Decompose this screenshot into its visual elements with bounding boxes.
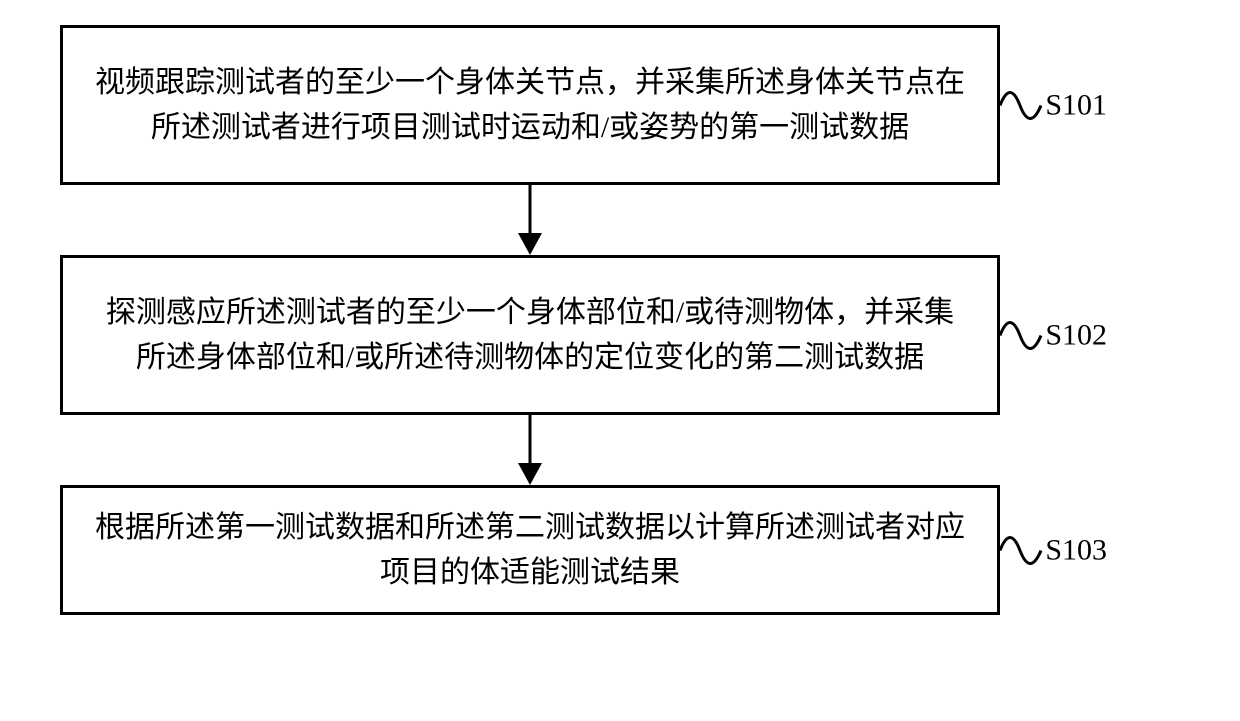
step-box-s103: 根据所述第一测试数据和所述第二测试数据以计算所述测试者对应项目的体适能测试结果 … [60, 485, 1000, 615]
arrow-down-icon [510, 185, 550, 255]
connector-wave-icon [998, 308, 1043, 363]
step-text-s101: 视频跟踪测试者的至少一个身体关节点，并采集所述身体关节点在所述测试者进行项目测试… [63, 48, 997, 162]
flowchart-container: 视频跟踪测试者的至少一个身体关节点，并采集所述身体关节点在所述测试者进行项目测试… [60, 25, 1180, 615]
step-box-s102: 探测感应所述测试者的至少一个身体部位和/或待测物体，并采集所述身体部位和/或所述… [60, 255, 1000, 415]
step-label-s101: S101 [1045, 88, 1107, 122]
step-text-s102: 探测感应所述测试者的至少一个身体部位和/或待测物体，并采集所述身体部位和/或所述… [63, 278, 997, 392]
arrow-1 [60, 185, 1000, 255]
step-text-s103: 根据所述第一测试数据和所述第二测试数据以计算所述测试者对应项目的体适能测试结果 [63, 493, 997, 607]
step-label-wrap: S103 [998, 523, 1107, 578]
connector-wave-icon [998, 523, 1043, 578]
step-label-s103: S103 [1045, 533, 1107, 567]
step-label-s102: S102 [1045, 318, 1107, 352]
step-label-wrap: S102 [998, 308, 1107, 363]
connector-wave-icon [998, 78, 1043, 133]
step-box-s101: 视频跟踪测试者的至少一个身体关节点，并采集所述身体关节点在所述测试者进行项目测试… [60, 25, 1000, 185]
arrow-down-icon [510, 415, 550, 485]
step-label-wrap: S101 [998, 78, 1107, 133]
arrow-2 [60, 415, 1000, 485]
